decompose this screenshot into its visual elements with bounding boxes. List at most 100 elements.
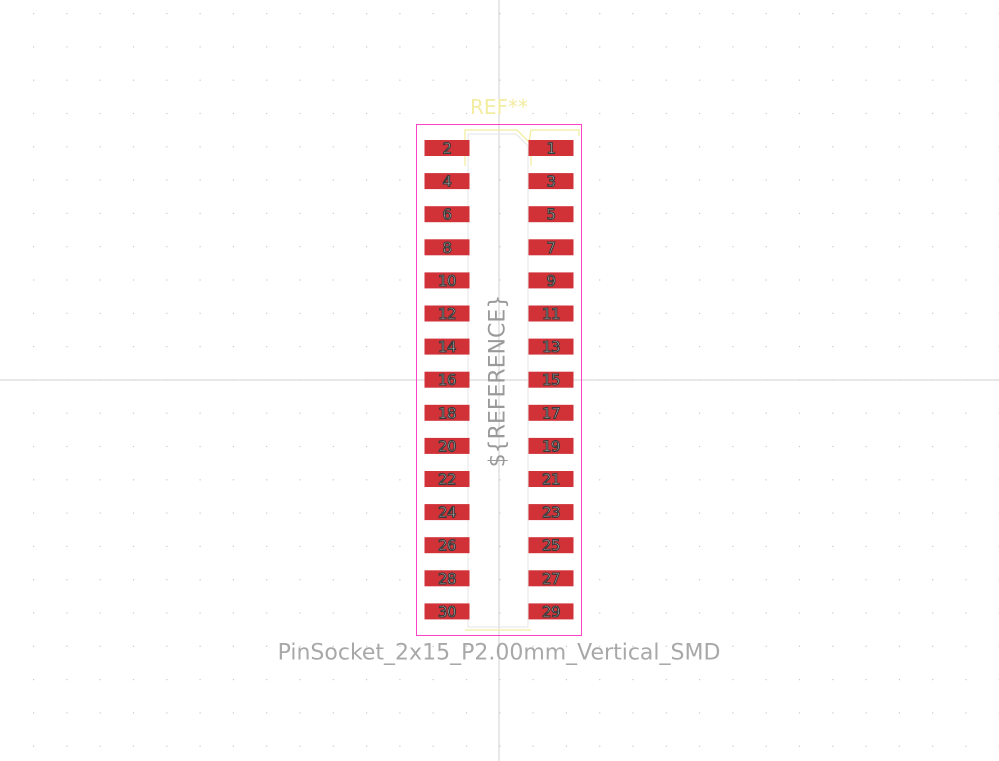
pad-left-26[interactable]: 26 bbox=[424, 536, 470, 555]
pad-left-12[interactable]: 12 bbox=[424, 304, 470, 324]
grid-dot bbox=[499, 146, 501, 148]
grid-dot bbox=[932, 13, 934, 15]
grid-dot bbox=[965, 179, 967, 181]
grid-dot bbox=[199, 112, 201, 115]
grid-dot bbox=[232, 179, 234, 181]
grid-dot bbox=[266, 612, 268, 614]
pad-right-15[interactable]: 15 bbox=[528, 371, 574, 390]
grid-dot bbox=[299, 346, 301, 348]
pad-left-20[interactable]: 20 bbox=[424, 437, 470, 456]
grid-dot bbox=[33, 645, 35, 647]
grid-dot bbox=[299, 545, 301, 547]
grid-dot bbox=[99, 46, 101, 48]
grid-dot bbox=[232, 46, 234, 48]
pad-left-2[interactable]: 2 bbox=[424, 139, 470, 158]
grid-dot bbox=[332, 246, 334, 248]
grid-dot bbox=[99, 79, 101, 81]
pad-left-30[interactable]: 30 bbox=[424, 602, 470, 621]
grid-dot bbox=[965, 412, 967, 414]
grid-dot bbox=[898, 179, 900, 181]
grid-dot bbox=[432, 79, 434, 81]
grid-dot bbox=[865, 645, 867, 647]
grid-dot bbox=[532, 645, 534, 647]
grid-dot bbox=[332, 745, 334, 747]
grid-dot bbox=[399, 679, 401, 681]
grid-dot bbox=[33, 479, 35, 481]
grid-dot bbox=[932, 679, 934, 681]
grid-dot bbox=[932, 479, 934, 481]
grid-dot bbox=[565, 712, 567, 714]
grid-dot bbox=[599, 46, 601, 48]
grid-dot bbox=[299, 246, 301, 248]
grid-dot bbox=[366, 346, 368, 348]
grid-dot bbox=[166, 212, 168, 214]
grid-dot bbox=[132, 612, 135, 614]
grid-dot bbox=[798, 212, 801, 214]
grid-dot bbox=[299, 79, 301, 81]
pad-number: 16 bbox=[438, 371, 456, 389]
pad-shape bbox=[424, 272, 470, 289]
pad-left-6[interactable]: 6 bbox=[424, 205, 470, 224]
grid-dot bbox=[332, 512, 334, 514]
grid-dot bbox=[765, 479, 767, 481]
grid-dot bbox=[465, 679, 468, 681]
pad-left-28[interactable]: 28 bbox=[424, 569, 470, 588]
pad-number: 8 bbox=[442, 239, 451, 257]
grid-dot bbox=[299, 479, 301, 481]
grid-dot bbox=[932, 512, 934, 514]
grid-dot bbox=[798, 412, 801, 414]
pad-right-27[interactable]: 27 bbox=[528, 569, 574, 588]
grid-dot bbox=[33, 545, 35, 547]
grid-dot bbox=[132, 512, 135, 514]
pad-right-19[interactable]: 19 bbox=[528, 437, 574, 456]
pad-right-5[interactable]: 5 bbox=[528, 205, 574, 224]
grid-dot bbox=[832, 445, 834, 448]
pad-right-29[interactable]: 29 bbox=[528, 602, 574, 621]
grid-dot bbox=[532, 46, 534, 48]
grid-dot bbox=[532, 679, 534, 681]
grid-dot bbox=[699, 479, 701, 481]
pad-right-7[interactable]: 7 bbox=[528, 238, 574, 257]
pad-left-8[interactable]: 8 bbox=[424, 238, 470, 257]
pad-shape bbox=[528, 437, 574, 454]
grid-dot bbox=[132, 212, 135, 214]
grid-dot bbox=[865, 445, 867, 448]
pad-right-23[interactable]: 23 bbox=[528, 503, 574, 522]
pad-right-11[interactable]: 11 bbox=[528, 304, 574, 324]
grid-dot bbox=[565, 112, 567, 115]
grid-dot bbox=[965, 645, 967, 647]
pad-right-13[interactable]: 13 bbox=[528, 338, 574, 357]
grid-dot bbox=[865, 346, 867, 348]
pad-left-14[interactable]: 14 bbox=[424, 338, 470, 357]
pad-left-22[interactable]: 22 bbox=[424, 470, 470, 489]
pad-number: 18 bbox=[438, 404, 456, 422]
grid-dot bbox=[132, 146, 135, 148]
pad-right-21[interactable]: 21 bbox=[528, 470, 574, 489]
grid-dot bbox=[699, 279, 701, 281]
pad-right-17[interactable]: 17 bbox=[528, 404, 574, 423]
pad-left-24[interactable]: 24 bbox=[424, 503, 470, 522]
grid-dot bbox=[632, 112, 634, 115]
pad-right-1[interactable]: 1 bbox=[528, 139, 574, 158]
grid-dot bbox=[366, 46, 368, 48]
grid-dot bbox=[765, 579, 767, 581]
pad-left-4[interactable]: 4 bbox=[424, 172, 470, 191]
pads-group[interactable]: 2468101214161820222426283013579111315171… bbox=[424, 139, 574, 621]
pad-left-16[interactable]: 16 bbox=[424, 371, 470, 390]
grid-dot bbox=[732, 79, 734, 81]
grid-dot bbox=[965, 612, 967, 614]
pad-right-9[interactable]: 9 bbox=[528, 271, 574, 290]
grid-dot bbox=[632, 645, 634, 647]
pad-left-10[interactable]: 10 bbox=[424, 271, 470, 290]
grid-dot bbox=[765, 179, 767, 181]
grid-dot bbox=[266, 712, 268, 714]
pad-right-3[interactable]: 3 bbox=[528, 172, 574, 191]
pad-left-18[interactable]: 18 bbox=[424, 404, 470, 423]
grid-dot bbox=[332, 579, 334, 581]
grid-dot bbox=[798, 146, 801, 148]
pad-right-25[interactable]: 25 bbox=[528, 536, 574, 555]
grid-dot bbox=[665, 579, 667, 581]
grid-dot bbox=[499, 46, 501, 48]
grid-dot bbox=[932, 346, 934, 348]
